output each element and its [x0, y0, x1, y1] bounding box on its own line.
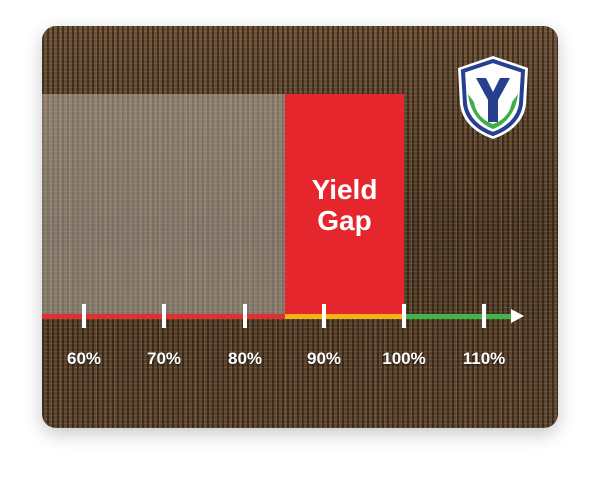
shield-y-logo-icon	[458, 56, 528, 139]
axis-tick-label: 80%	[227, 349, 263, 368]
axis-tick	[402, 304, 406, 328]
yield-gap-box: Yield Gap	[285, 94, 404, 316]
axis-tick-label: 110%	[462, 349, 506, 368]
axis-tick-label: 90%	[306, 349, 342, 368]
current-yield-overlay	[42, 94, 285, 316]
yield-gap-graphic: Yield Gap 60% 70% 80% 90% 100% 110%	[42, 26, 558, 428]
axis-tick	[482, 304, 486, 328]
axis-tick	[82, 304, 86, 328]
axis-tick	[243, 304, 247, 328]
axis-tick-label: 60%	[66, 349, 102, 368]
yield-gap-label: Yield Gap	[311, 174, 378, 236]
axis-segment-yellow	[285, 314, 404, 319]
axis-tick	[162, 304, 166, 328]
axis-tick-label: 70%	[146, 349, 182, 368]
axis-tick	[322, 304, 326, 328]
axis-segment-green	[404, 314, 514, 319]
axis-arrow-icon	[511, 309, 524, 323]
axis-tick-label: 100%	[382, 349, 426, 368]
